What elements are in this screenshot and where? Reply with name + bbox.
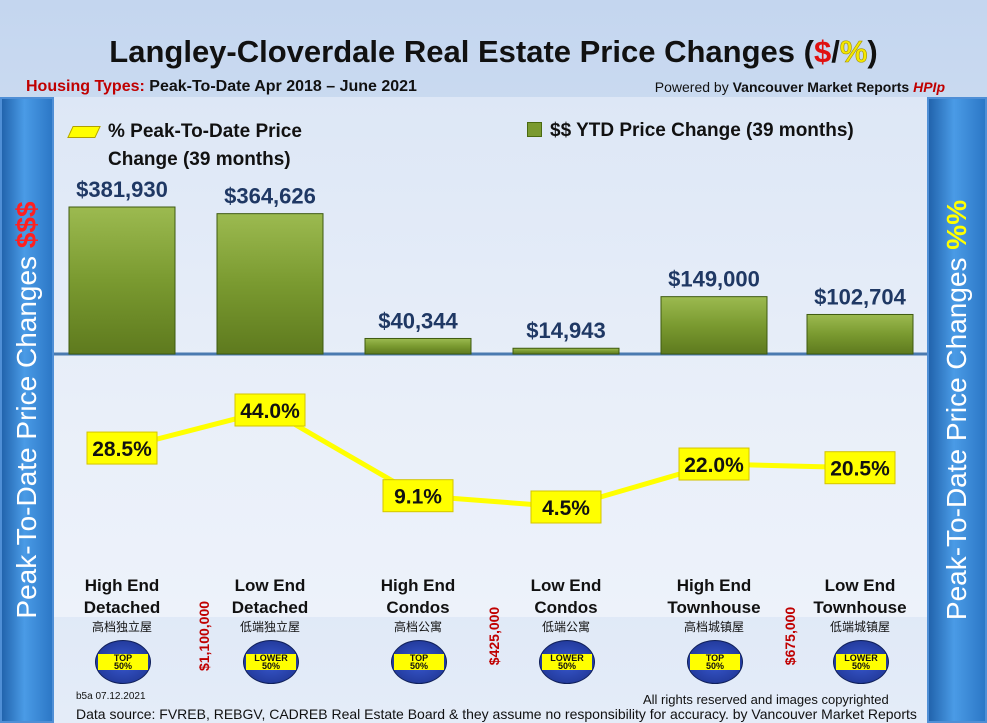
chart-title: Langley-Cloverdale Real Estate Price Cha… <box>109 34 878 70</box>
percent-label-box-4 <box>678 447 750 481</box>
percent-value-label-0: 28.5% <box>92 438 152 461</box>
percent-value-label-3: 4.5% <box>542 497 590 520</box>
bar-0 <box>68 206 176 355</box>
bar-1 <box>216 213 324 355</box>
category-chinese-label-5: 低端城镇屋 <box>829 620 890 634</box>
bar-value-label-4: $149,000 <box>668 267 760 292</box>
bar-value-label-5: $102,704 <box>814 284 907 309</box>
category-label-1: Low End Detached 低端独立屋 <box>205 575 335 635</box>
bar-value-label-1: $364,626 <box>224 184 316 209</box>
legend-green-swatch <box>527 122 542 137</box>
category-chinese-label-3: 低端公寓 <box>541 620 590 634</box>
percent-value-label-1: 44.0% <box>240 400 300 423</box>
tier-badge-band-5: LOWER 50% <box>836 654 886 671</box>
tier-badge-1: LOWER 50% <box>243 640 299 684</box>
percent-label-box-0 <box>86 431 158 465</box>
left-sidebar: Peak-To-Date Price Changes $$$ <box>0 97 54 723</box>
percent-value-label-2: 9.1% <box>394 486 442 509</box>
bar-value-label-0: $381,930 <box>76 177 168 202</box>
tier-badge-0: TOP 50% <box>95 640 151 684</box>
tier-badge-2: TOP 50% <box>391 640 447 684</box>
tier-badge-4: TOP 50% <box>687 640 743 684</box>
category-label-0: High End Detached 高档独立屋 <box>57 575 187 635</box>
price-threshold-1: $425,000 <box>486 606 502 666</box>
footer-code: b5a 07.12.2021 <box>76 691 146 702</box>
percent-label-box-5 <box>824 451 896 485</box>
title-percent: % <box>839 34 868 70</box>
tier-badge-band-4: TOP 50% <box>690 654 740 671</box>
footer-source: Data source: FVREB, REBGV, CADREB Real E… <box>76 706 917 722</box>
percent-label-box-1 <box>234 393 306 427</box>
tier-badge-band-3: LOWER 50% <box>542 654 592 671</box>
right-sidebar: Peak-To-Date Price Changes %% <box>927 97 987 723</box>
price-threshold-0: $1,100,000 <box>196 600 212 672</box>
category-chinese-label-4: 高档城镇屋 <box>683 620 744 634</box>
percent-label-box-2 <box>382 479 454 513</box>
percent-value-label-4: 22.0% <box>684 454 744 477</box>
tier-badge-3: LOWER 50% <box>539 640 595 684</box>
powered-hpi: HPIp <box>913 79 945 95</box>
powered-by: Powered by Vancouver Market Reports HPIp <box>654 79 945 95</box>
percent-value-label-5: 20.5% <box>830 458 890 481</box>
percent-label-box-3 <box>530 490 602 524</box>
title-dollar: $ <box>813 34 832 69</box>
category-chinese-label-2: 高档公寓 <box>393 620 442 634</box>
legend-dollar: $$ YTD Price Change (39 months) <box>527 120 854 142</box>
tier-badge-5: LOWER 50% <box>833 640 889 684</box>
subtitle-range: Peak-To-Date Apr 2018 – June 2021 <box>144 78 417 95</box>
bar-5 <box>806 313 914 355</box>
category-chinese-label-0: 高档独立屋 <box>91 620 152 634</box>
tier-badge-band-1: LOWER 50% <box>246 654 296 671</box>
bar-2 <box>364 337 472 355</box>
powered-brand: Vancouver Market Reports <box>732 79 914 95</box>
category-label-3: Low End Condos 低端公寓 <box>501 575 631 635</box>
price-threshold-2: $675,000 <box>782 606 798 666</box>
bar-4 <box>660 296 768 355</box>
category-label-4: High End Townhouse 高档城镇屋 <box>649 575 779 635</box>
bar-value-label-3: $14,943 <box>526 318 606 343</box>
bar-3 <box>512 347 620 355</box>
legend-percent-line2: Change (39 months) <box>108 149 291 170</box>
footer-rights: All rights reserved and images copyright… <box>643 692 889 707</box>
category-label-5: Low End Townhouse 低端城镇屋 <box>795 575 925 635</box>
legend-percent: % Peak-To-Date Price Change (39 months) <box>67 118 302 174</box>
tier-badge-band-0: TOP 50% <box>98 654 148 671</box>
bar-value-label-2: $40,344 <box>378 308 458 333</box>
subtitle: Housing Types: Peak-To-Date Apr 2018 – J… <box>26 78 417 96</box>
category-chinese-label-1: 低端独立屋 <box>239 620 300 634</box>
category-label-2: High End Condos 高档公寓 <box>353 575 483 635</box>
subtitle-label: Housing Types: <box>26 78 145 95</box>
chart-panel <box>54 97 927 617</box>
tier-badge-band-2: TOP 50% <box>394 654 444 671</box>
